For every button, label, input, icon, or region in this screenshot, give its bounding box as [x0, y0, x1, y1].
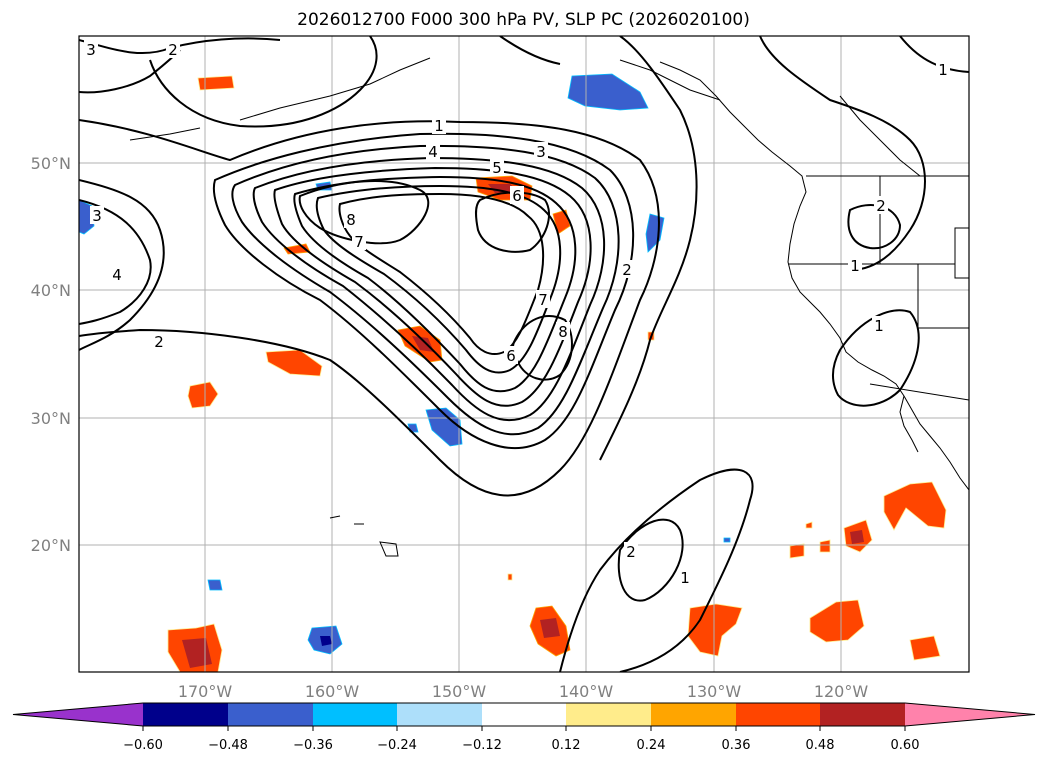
- lat-label: 20°N: [31, 536, 71, 555]
- contour-label: 2: [626, 543, 636, 561]
- map-title: 2026012700 F000 300 hPa PV, SLP PC (2026…: [297, 10, 750, 30]
- colorbar-bin: [397, 703, 482, 726]
- contour-label: 1: [434, 117, 444, 135]
- contour-label: 6: [506, 347, 516, 365]
- contour-label: 1: [850, 257, 860, 275]
- colorbar-bin: [651, 703, 736, 726]
- lat-label: 30°N: [31, 409, 71, 428]
- colorbar-tick: 0.36: [722, 738, 751, 753]
- colorbar-bin: [736, 703, 820, 726]
- coastlines: [129, 57, 969, 557]
- colorbar-tick: −0.12: [462, 738, 502, 753]
- contour-label: 1: [938, 61, 948, 79]
- colorbar-tick: −0.36: [293, 738, 333, 753]
- contour-label: 5: [492, 159, 502, 177]
- contour-label: 2: [622, 261, 632, 279]
- contour-label: 8: [558, 323, 568, 341]
- pv-shading: [79, 73, 947, 672]
- contour-label: 2: [876, 197, 886, 215]
- lon-label: 150°W: [432, 682, 487, 701]
- colorbar-bin: [143, 703, 228, 726]
- slp-contours: [79, 36, 969, 672]
- lon-label: 120°W: [814, 682, 869, 701]
- colorbar-tick: 0.12: [552, 738, 581, 753]
- contour-label: 3: [92, 207, 102, 225]
- lat-label: 50°N: [31, 154, 71, 173]
- contour-label: 6: [512, 187, 522, 205]
- lon-label: 140°W: [559, 682, 614, 701]
- lon-label: 130°W: [687, 682, 742, 701]
- colorbar-bin: [566, 703, 651, 726]
- colorbar-extend-min: [13, 703, 143, 726]
- colorbar-tick: −0.48: [208, 738, 248, 753]
- contour-label: 4: [112, 266, 122, 284]
- colorbar: −0.60 −0.48 −0.36 −0.24 −0.12 0.12 0.24 …: [12, 702, 1036, 753]
- contour-label: 7: [538, 291, 548, 309]
- contour-label: 3: [86, 41, 96, 59]
- contour-label: 1: [874, 317, 884, 335]
- contour-label: 2: [168, 41, 178, 59]
- map-frame: [78, 35, 970, 673]
- lat-labels: 50°N 40°N 30°N 20°N: [31, 154, 71, 555]
- graticule: [79, 36, 969, 672]
- colorbar-bin: [228, 703, 313, 726]
- colorbar-bin: [313, 703, 397, 726]
- colorbar-tick: 0.60: [891, 738, 920, 753]
- contour-label: 3: [536, 143, 546, 161]
- contour-label: 4: [428, 143, 438, 161]
- colorbar-tick: −0.24: [377, 738, 417, 753]
- contour-label: 7: [354, 233, 364, 251]
- contour-label: 2: [154, 333, 164, 351]
- lat-label: 40°N: [31, 281, 71, 300]
- colorbar-bin: [482, 703, 566, 726]
- lon-label: 170°W: [178, 682, 233, 701]
- colorbar-tick: 0.48: [806, 738, 835, 753]
- map-area: 3 2 1 4 3 5 6 8 7 7 8 6 2 4 3 2 2 1 1 1 …: [79, 36, 969, 672]
- contour-label: 8: [346, 211, 356, 229]
- lon-labels: 170°W 160°W 150°W 140°W 130°W 120°W: [178, 682, 869, 701]
- contour-label: 1: [680, 569, 690, 587]
- colorbar-bin: [820, 703, 905, 726]
- colorbar-extend-max: [905, 703, 1035, 726]
- colorbar-tick: −0.60: [123, 738, 163, 753]
- colorbar-tick: 0.24: [637, 738, 666, 753]
- lon-label: 160°W: [305, 682, 360, 701]
- contour-labels: 3 2 1 4 3 5 6 8 7 7 8 6 2 4 3 2 2 1 1 1 …: [84, 40, 950, 587]
